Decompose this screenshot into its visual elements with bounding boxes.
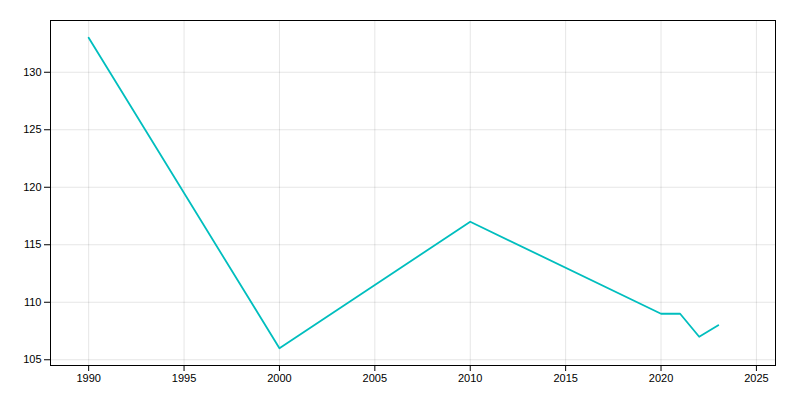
svg-text:105: 105 <box>23 353 41 365</box>
svg-text:1995: 1995 <box>172 372 196 384</box>
svg-text:2000: 2000 <box>267 372 291 384</box>
svg-text:2015: 2015 <box>553 372 577 384</box>
svg-text:1990: 1990 <box>76 372 100 384</box>
svg-text:2010: 2010 <box>458 372 482 384</box>
svg-text:120: 120 <box>23 181 41 193</box>
svg-text:2005: 2005 <box>363 372 387 384</box>
svg-text:115: 115 <box>24 238 42 250</box>
svg-text:125: 125 <box>23 123 41 135</box>
svg-text:2025: 2025 <box>744 372 768 384</box>
svg-text:110: 110 <box>24 296 42 308</box>
svg-text:2020: 2020 <box>649 372 673 384</box>
svg-text:130: 130 <box>23 66 41 78</box>
